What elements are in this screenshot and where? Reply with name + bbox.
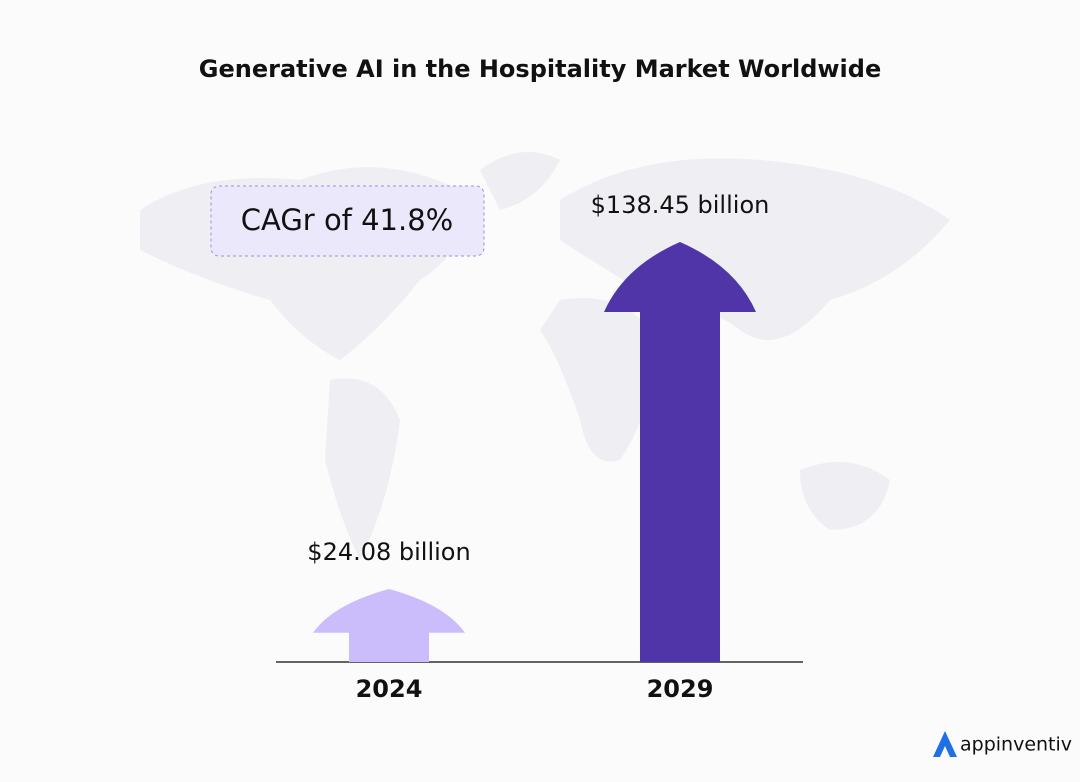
chart-title: Generative AI in the Hospitality Market …: [199, 55, 881, 83]
value-label: $138.45 billion: [591, 191, 770, 219]
x-tick-label: 2024: [356, 675, 423, 703]
logo: appinventiv: [933, 731, 1072, 757]
x-tick-label: 2029: [647, 675, 714, 703]
arrow: [313, 588, 465, 662]
annotation-box: [210, 185, 485, 257]
value-label: $24.08 billion: [307, 538, 470, 566]
brand: appinventiv: [960, 734, 1072, 756]
annotation: CAGr of 41.8%: [241, 203, 454, 237]
arrow: [604, 242, 756, 662]
